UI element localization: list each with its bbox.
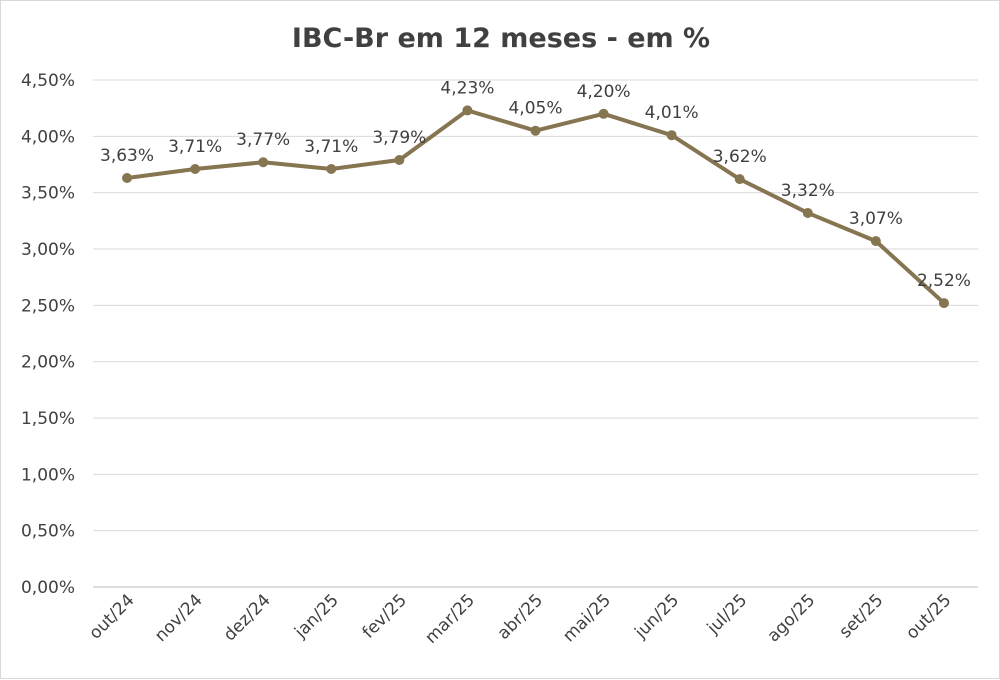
y-tick-label: 1,50% [21, 409, 75, 429]
data-label: 3,77% [236, 130, 290, 150]
y-tick-label: 4,00% [21, 127, 75, 147]
data-label: 3,79% [372, 128, 426, 148]
data-label: 3,71% [168, 137, 222, 157]
data-label: 2,52% [917, 271, 971, 291]
data-label: 4,05% [508, 99, 562, 119]
data-point [190, 164, 201, 175]
x-tick-label: jun/25 [630, 590, 683, 643]
y-tick-label: 3,50% [21, 184, 75, 204]
y-tick-label: 3,00% [21, 240, 75, 260]
x-tick-label: mai/25 [559, 590, 615, 646]
y-tick-label: 1,00% [21, 465, 75, 485]
y-tick-label: 4,50% [21, 71, 75, 91]
x-tick-label: out/24 [85, 590, 138, 643]
data-point [122, 173, 133, 184]
x-tick-label: set/25 [836, 590, 888, 642]
x-tick-label: out/25 [902, 590, 955, 643]
data-point [258, 157, 269, 168]
data-point [938, 298, 949, 309]
data-point [530, 125, 541, 136]
data-label: 3,07% [849, 209, 903, 229]
data-point [734, 174, 745, 185]
data-label: 4,23% [440, 78, 494, 98]
data-point [666, 130, 677, 141]
data-label: 3,32% [781, 181, 835, 201]
x-tick-label: jan/25 [290, 590, 343, 643]
data-point [802, 207, 813, 218]
data-label: 4,20% [577, 82, 631, 102]
data-label: 4,01% [645, 103, 699, 123]
x-tick-label: nov/24 [151, 590, 207, 646]
y-tick-label: 2,00% [21, 353, 75, 373]
data-point [598, 108, 609, 119]
y-tick-label: 0,50% [21, 522, 75, 542]
data-point [326, 164, 337, 175]
x-tick-label: abr/25 [494, 590, 547, 643]
data-point [462, 105, 473, 116]
data-label: 3,62% [713, 147, 767, 167]
y-tick-label: 2,50% [21, 296, 75, 316]
x-tick-label: jul/25 [703, 590, 752, 639]
x-tick-label: fev/25 [359, 590, 411, 642]
chart-title: IBC-Br em 12 meses - em % [292, 23, 710, 54]
data-point [870, 236, 881, 247]
data-point [394, 154, 405, 165]
data-label: 3,63% [100, 146, 154, 166]
x-tick-label: dez/24 [220, 590, 275, 645]
x-tick-label: mar/25 [421, 590, 479, 648]
data-label: 3,71% [304, 137, 358, 157]
y-tick-label: 0,00% [21, 578, 75, 598]
x-tick-label: ago/25 [764, 590, 820, 646]
